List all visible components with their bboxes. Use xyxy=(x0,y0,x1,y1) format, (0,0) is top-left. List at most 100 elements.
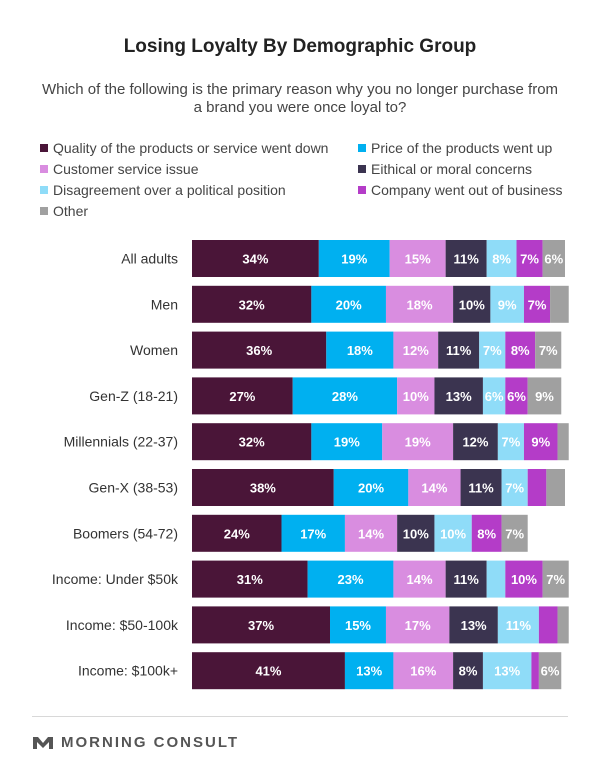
category-label: Millennials (22-37) xyxy=(64,434,178,450)
legend-item-1: Price of the products went up xyxy=(358,138,552,158)
data-label: 15% xyxy=(405,252,431,267)
bar-segment xyxy=(192,377,293,415)
data-label: 8% xyxy=(511,343,530,358)
bar-segment xyxy=(516,240,543,277)
bar-segment xyxy=(408,469,461,506)
category-label: Boomers (54-72) xyxy=(73,525,178,541)
data-label: 14% xyxy=(407,572,433,587)
data-label: 19% xyxy=(405,435,431,450)
bar-segment xyxy=(453,652,483,690)
legend-swatch xyxy=(358,144,366,152)
data-label: 11% xyxy=(446,343,472,358)
data-label: 17% xyxy=(405,618,431,633)
data-label: 12% xyxy=(462,435,488,450)
legend-item-5: Company went out of business xyxy=(358,180,562,200)
data-label: 34% xyxy=(242,252,268,267)
bar-segment xyxy=(479,331,506,369)
category-label: Women xyxy=(130,342,178,358)
data-label: 18% xyxy=(407,297,433,312)
legend-item-0: Quality of the products or service went … xyxy=(40,138,328,158)
data-label: 23% xyxy=(338,572,364,587)
data-label: 13% xyxy=(461,618,487,633)
category-label: All adults xyxy=(121,251,178,267)
bar-segment xyxy=(192,240,319,277)
stacked-bar-chart: All adults 34% 19% 15% 11% 8% 7% 6% Men 32% 20% 18%… xyxy=(52,240,569,690)
data-label: 38% xyxy=(250,481,276,496)
bar-segment xyxy=(292,377,398,415)
category-label: Gen-X (38-53) xyxy=(89,480,178,496)
legend: Quality of the products or service went … xyxy=(40,138,600,228)
bar-segment xyxy=(557,423,569,461)
bar-segment xyxy=(434,514,472,552)
bar-segment xyxy=(311,423,383,461)
data-label: 12% xyxy=(403,343,429,358)
bar-segment xyxy=(333,469,409,506)
data-label: 19% xyxy=(334,435,360,450)
data-label: 14% xyxy=(358,526,384,541)
data-label: 37% xyxy=(248,618,274,633)
data-label: 6% xyxy=(485,389,504,404)
data-label: 7% xyxy=(502,435,521,450)
bar-segment xyxy=(445,240,487,277)
bar-segment xyxy=(486,560,506,598)
bar-segment xyxy=(192,514,282,552)
bar-segment xyxy=(393,652,454,690)
data-label: 11% xyxy=(453,572,479,587)
data-label: 36% xyxy=(246,343,272,358)
data-label: 32% xyxy=(239,297,265,312)
bar-segment xyxy=(281,514,345,552)
data-label: 8% xyxy=(492,252,511,267)
data-label: 10% xyxy=(511,572,537,587)
legend-swatch xyxy=(40,186,48,194)
data-label: 32% xyxy=(239,435,265,450)
legend-swatch xyxy=(40,207,48,215)
bar-segment xyxy=(482,652,532,690)
legend-swatch xyxy=(40,165,48,173)
data-label: 7% xyxy=(520,252,539,267)
data-label: 11% xyxy=(468,481,494,496)
bar-segment xyxy=(453,285,491,323)
legend-label: Quality of the products or service went … xyxy=(53,140,329,156)
bar-segment xyxy=(501,514,528,552)
bar-segment xyxy=(385,606,450,644)
bar-segment xyxy=(382,423,454,461)
bar-segment xyxy=(505,331,536,369)
data-label: 11% xyxy=(506,618,532,633)
bar-segment xyxy=(501,469,528,506)
bar-segment xyxy=(523,423,558,461)
bar-segment xyxy=(449,606,498,644)
bar-segment xyxy=(393,560,446,598)
data-label: 10% xyxy=(440,526,466,541)
bar-segment xyxy=(542,560,569,598)
data-label: 10% xyxy=(459,297,485,312)
bar-segment xyxy=(389,240,446,277)
legend-item-6: Other xyxy=(40,201,88,221)
bar-segment xyxy=(497,606,539,644)
bar-segment xyxy=(505,377,528,415)
data-label: 7% xyxy=(539,343,558,358)
data-label: 17% xyxy=(300,526,326,541)
data-label: 8% xyxy=(477,526,496,541)
data-label: 24% xyxy=(224,526,250,541)
bar-segment xyxy=(397,514,435,552)
data-label: 10% xyxy=(403,389,429,404)
bar-segment xyxy=(471,514,502,552)
bar-segment xyxy=(538,606,558,644)
data-label: 15% xyxy=(345,618,371,633)
bar-segment xyxy=(523,285,551,323)
legend-item-2: Customer service issue xyxy=(40,159,199,179)
bar-segment xyxy=(453,423,498,461)
data-label: 7% xyxy=(546,572,565,587)
category-label: Income: $100k+ xyxy=(78,663,178,679)
legend-label: Customer service issue xyxy=(53,161,199,177)
legend-swatch xyxy=(358,186,366,194)
bar-segment xyxy=(550,285,569,323)
footer-brand: MORNING CONSULT xyxy=(61,734,240,751)
bar-segment xyxy=(482,377,506,415)
bar-segment xyxy=(385,285,454,323)
data-label: 6% xyxy=(541,664,560,679)
data-label: 41% xyxy=(255,664,281,679)
bar-segment xyxy=(330,606,386,644)
bar-segment xyxy=(445,560,487,598)
legend-label: Eithical or moral concerns xyxy=(371,161,533,177)
